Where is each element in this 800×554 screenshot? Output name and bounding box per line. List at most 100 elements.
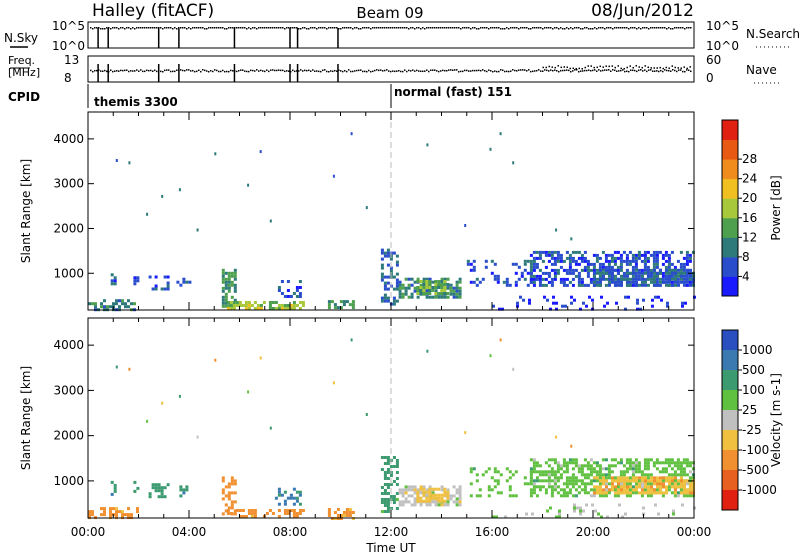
nsky-point xyxy=(552,28,554,30)
freq-point xyxy=(376,69,378,71)
freq-point xyxy=(270,69,272,71)
vel-cell xyxy=(656,476,659,480)
freq-point xyxy=(212,70,214,73)
power-cell xyxy=(298,301,302,304)
vel-cell xyxy=(683,488,686,492)
power-cell xyxy=(553,250,557,254)
vel-cell xyxy=(348,514,352,517)
power-cell xyxy=(650,280,653,284)
vel-cell xyxy=(559,488,563,492)
nsky-point xyxy=(416,27,418,29)
power-cell xyxy=(127,299,130,303)
power-cell xyxy=(661,274,665,278)
freq-point xyxy=(348,69,350,71)
vel-cell xyxy=(182,491,186,495)
power-cell xyxy=(247,307,251,310)
power-cell xyxy=(668,277,671,281)
vel-cell xyxy=(607,482,611,486)
vel-cell xyxy=(91,513,94,517)
power-cell xyxy=(233,283,237,287)
nsky-point xyxy=(602,27,604,29)
vel-cell xyxy=(664,467,668,471)
vel-cell xyxy=(163,495,167,499)
power-cell xyxy=(611,271,614,275)
power-cell xyxy=(582,301,585,305)
power-cell xyxy=(679,262,683,266)
power-cell xyxy=(553,259,557,263)
freq-point xyxy=(216,69,218,72)
vel-cell xyxy=(640,473,644,477)
vel-cell xyxy=(121,510,124,514)
power-cell xyxy=(613,256,617,260)
power-cell xyxy=(667,262,671,266)
vel-cell xyxy=(336,508,340,511)
nsky-point xyxy=(238,27,240,29)
vel-cell xyxy=(555,515,558,519)
vel-cell xyxy=(685,494,689,498)
vel-cell xyxy=(685,482,689,486)
nsky-right-tick-top: 10^5 xyxy=(706,19,739,33)
vel-cell xyxy=(559,494,563,498)
vel-cell xyxy=(348,511,352,514)
vel-cell xyxy=(634,482,638,486)
vel-cell xyxy=(392,501,396,504)
nsky-point xyxy=(276,27,278,29)
vel-cell xyxy=(620,491,623,495)
freq-point xyxy=(258,70,260,72)
freq-point xyxy=(152,70,154,73)
nsky-point xyxy=(470,28,472,30)
nsky-point xyxy=(430,27,432,29)
power-cell xyxy=(227,283,231,287)
power-cell xyxy=(289,307,293,310)
nsky-point xyxy=(278,27,280,29)
freq-point xyxy=(370,70,372,73)
power-cell xyxy=(591,298,594,302)
vel-cell xyxy=(631,467,635,471)
power-cell xyxy=(631,274,635,278)
power-cell xyxy=(541,277,545,281)
vel-cell xyxy=(401,488,405,492)
power-cell xyxy=(230,280,234,284)
power-cell xyxy=(112,302,115,306)
vel-cell xyxy=(416,488,420,492)
vel-cell xyxy=(653,479,656,483)
power-cell xyxy=(163,287,167,291)
vel-cell xyxy=(637,479,641,483)
vel-cell xyxy=(386,471,390,474)
power-cell xyxy=(277,304,281,307)
power-point xyxy=(332,174,335,178)
vel-cell xyxy=(643,458,647,462)
power-point xyxy=(464,224,467,227)
vel-cell xyxy=(682,470,686,474)
power-cell xyxy=(688,256,692,260)
nsky-point xyxy=(454,27,456,29)
velocity-range-axis-label: Slant Range [km] xyxy=(19,366,33,470)
freq-point xyxy=(328,70,330,73)
freq-point xyxy=(522,69,524,71)
freq-point xyxy=(176,69,178,71)
power-cell xyxy=(586,259,590,263)
power-cell xyxy=(559,265,563,269)
power-cell xyxy=(511,262,515,266)
power-cell xyxy=(608,277,611,281)
freq-point xyxy=(594,69,596,71)
power-cell xyxy=(224,283,228,287)
vel-cell xyxy=(221,497,225,501)
vel-cell xyxy=(136,486,140,490)
power-cell xyxy=(674,280,677,284)
vel-cell xyxy=(623,488,626,492)
nsky-point xyxy=(370,28,372,30)
vel-cell xyxy=(571,479,575,483)
power-cell xyxy=(661,277,665,281)
vel-cell xyxy=(574,464,578,468)
nave-point xyxy=(590,65,592,67)
vel-point xyxy=(350,338,353,342)
time-tick-label: 00:00 xyxy=(71,525,106,539)
nsky-point xyxy=(482,27,484,29)
freq-point xyxy=(150,69,152,72)
nsky-point xyxy=(536,27,538,29)
nsky-point xyxy=(186,28,188,30)
vel-cell xyxy=(613,476,617,480)
freq-point xyxy=(632,69,634,72)
freq-point xyxy=(294,70,296,73)
